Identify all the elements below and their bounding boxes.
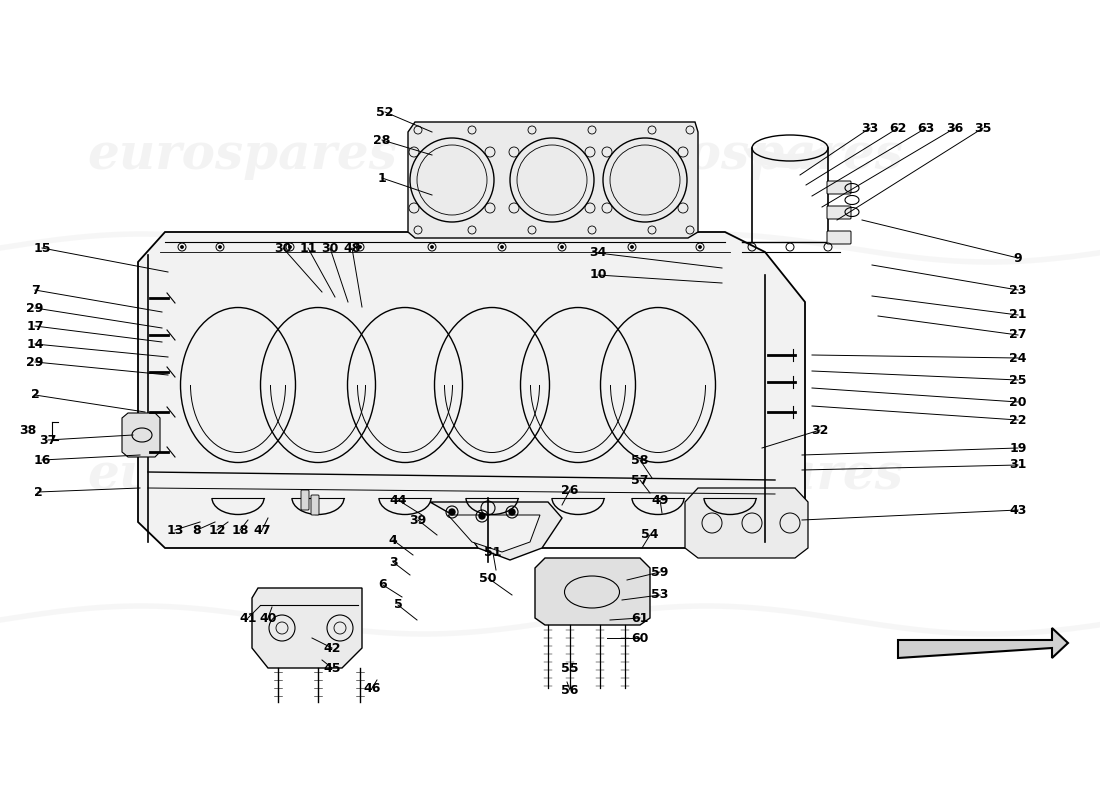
Polygon shape [685, 488, 808, 558]
Text: 4: 4 [388, 534, 397, 546]
Text: 49: 49 [651, 494, 669, 506]
Text: 36: 36 [946, 122, 964, 134]
Polygon shape [535, 558, 650, 625]
Polygon shape [122, 413, 160, 457]
Text: 6: 6 [378, 578, 387, 591]
Text: 22: 22 [1010, 414, 1026, 426]
Text: 41: 41 [240, 611, 256, 625]
Text: 31: 31 [1010, 458, 1026, 471]
Text: 3: 3 [388, 555, 397, 569]
Polygon shape [430, 502, 562, 560]
Circle shape [180, 246, 184, 248]
FancyBboxPatch shape [827, 206, 851, 219]
Text: 61: 61 [631, 611, 649, 625]
Circle shape [698, 246, 701, 248]
Text: 63: 63 [917, 122, 935, 134]
Text: 30: 30 [321, 242, 339, 254]
Text: 11: 11 [299, 242, 317, 254]
Text: 12: 12 [208, 523, 226, 537]
Text: 38: 38 [20, 423, 36, 437]
Text: 19: 19 [1010, 442, 1026, 454]
Text: 16: 16 [33, 454, 51, 466]
Polygon shape [408, 122, 698, 238]
Text: 10: 10 [590, 269, 607, 282]
Circle shape [500, 246, 503, 248]
Text: 52: 52 [376, 106, 394, 118]
Text: 13: 13 [166, 523, 184, 537]
Circle shape [359, 246, 361, 248]
Text: 50: 50 [480, 571, 497, 585]
Text: 20: 20 [1010, 395, 1026, 409]
Text: 44: 44 [389, 494, 407, 506]
Text: 2: 2 [34, 486, 43, 498]
Text: 35: 35 [975, 122, 992, 134]
Text: 45: 45 [323, 662, 341, 674]
Text: 27: 27 [1010, 329, 1026, 342]
Text: 42: 42 [323, 642, 341, 654]
Text: 60: 60 [631, 631, 649, 645]
Text: 33: 33 [861, 122, 879, 134]
Circle shape [449, 509, 455, 515]
Text: 24: 24 [1010, 351, 1026, 365]
Text: 56: 56 [561, 683, 579, 697]
Text: 25: 25 [1010, 374, 1026, 386]
Text: 48: 48 [343, 242, 361, 254]
Text: eurospares: eurospares [593, 131, 903, 181]
Text: 15: 15 [33, 242, 51, 254]
Circle shape [431, 246, 433, 248]
Text: 23: 23 [1010, 283, 1026, 297]
Text: 32: 32 [812, 423, 828, 437]
Text: 21: 21 [1010, 309, 1026, 322]
Circle shape [509, 509, 515, 515]
Text: 18: 18 [231, 523, 249, 537]
Text: 28: 28 [373, 134, 390, 146]
Text: 30: 30 [274, 242, 292, 254]
Circle shape [219, 246, 221, 248]
Circle shape [289, 246, 292, 248]
Text: 37: 37 [40, 434, 57, 446]
Text: 53: 53 [651, 589, 669, 602]
Text: 5: 5 [394, 598, 403, 611]
Text: 7: 7 [31, 283, 40, 297]
Text: 34: 34 [590, 246, 607, 259]
Text: 29: 29 [26, 355, 44, 369]
Text: 39: 39 [409, 514, 427, 526]
Circle shape [561, 246, 563, 248]
Circle shape [478, 513, 485, 519]
Text: 9: 9 [1014, 251, 1022, 265]
Text: 43: 43 [1010, 503, 1026, 517]
Text: 40: 40 [260, 611, 277, 625]
Polygon shape [252, 588, 362, 668]
Text: 51: 51 [484, 546, 502, 559]
Text: 62: 62 [889, 122, 906, 134]
Text: 29: 29 [26, 302, 44, 314]
Text: 47: 47 [253, 523, 271, 537]
Text: 14: 14 [26, 338, 44, 350]
Text: 8: 8 [192, 523, 201, 537]
Polygon shape [898, 628, 1068, 658]
Text: 54: 54 [641, 529, 659, 542]
Text: 58: 58 [631, 454, 649, 466]
FancyBboxPatch shape [827, 231, 851, 244]
Text: 57: 57 [631, 474, 649, 486]
Polygon shape [448, 515, 540, 552]
Text: 46: 46 [363, 682, 381, 694]
Text: 55: 55 [561, 662, 579, 674]
Text: 2: 2 [31, 389, 40, 402]
FancyBboxPatch shape [311, 495, 319, 515]
FancyBboxPatch shape [827, 181, 851, 194]
FancyBboxPatch shape [301, 490, 309, 510]
Text: 59: 59 [651, 566, 669, 578]
Text: eurospares: eurospares [593, 451, 903, 501]
Text: eurospares: eurospares [87, 451, 397, 501]
Polygon shape [138, 232, 805, 548]
Text: 17: 17 [26, 319, 44, 333]
Circle shape [630, 246, 634, 248]
Text: 26: 26 [561, 483, 579, 497]
Text: 1: 1 [377, 171, 386, 185]
Text: eurospares: eurospares [87, 131, 397, 181]
